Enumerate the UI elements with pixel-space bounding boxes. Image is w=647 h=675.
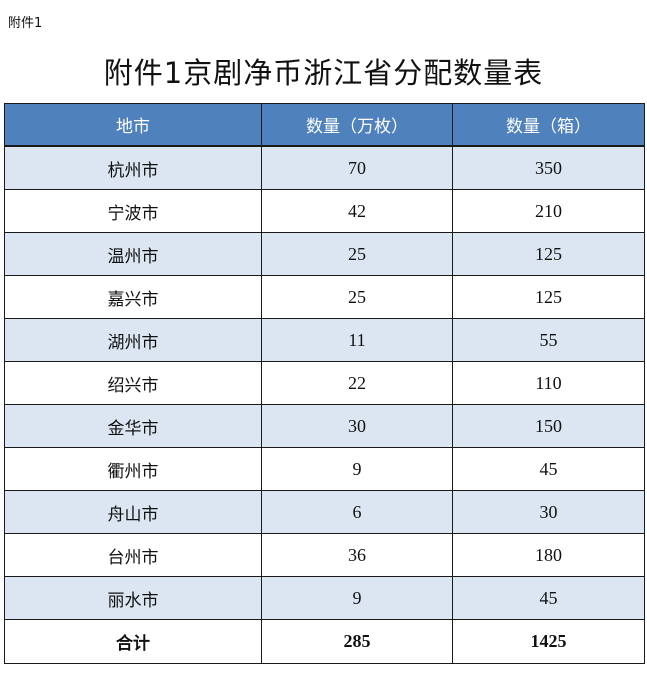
coins-cell: 11 bbox=[261, 318, 453, 362]
city-cell: 杭州市 bbox=[4, 145, 262, 190]
total-row: 合计 285 1425 bbox=[4, 619, 645, 664]
coins-cell: 70 bbox=[261, 145, 453, 190]
table-body: 杭州市 70 350 宁波市 42 210 温州市 25 125 嘉兴市 25 … bbox=[4, 145, 645, 620]
total-coins: 285 bbox=[261, 619, 453, 664]
table-row: 绍兴市 22 110 bbox=[4, 361, 645, 405]
coins-cell: 25 bbox=[261, 275, 453, 319]
table-header: 地市 数量（万枚） 数量（箱） bbox=[4, 103, 645, 147]
city-cell: 绍兴市 bbox=[4, 361, 262, 405]
boxes-cell: 210 bbox=[452, 189, 645, 233]
boxes-cell: 55 bbox=[452, 318, 645, 362]
table-footer: 合计 285 1425 bbox=[4, 619, 645, 664]
header-quantity-10k-coins: 数量（万枚） bbox=[261, 103, 453, 147]
coins-cell: 25 bbox=[261, 232, 453, 276]
table-row: 宁波市 42 210 bbox=[4, 189, 645, 233]
city-cell: 衢州市 bbox=[4, 447, 262, 491]
city-cell: 嘉兴市 bbox=[4, 275, 262, 319]
table-row: 杭州市 70 350 bbox=[4, 145, 645, 190]
table-row: 丽水市 9 45 bbox=[4, 576, 645, 620]
boxes-cell: 30 bbox=[452, 490, 645, 534]
city-cell: 温州市 bbox=[4, 232, 262, 276]
coins-cell: 9 bbox=[261, 447, 453, 491]
city-cell: 金华市 bbox=[4, 404, 262, 448]
boxes-cell: 150 bbox=[452, 404, 645, 448]
coins-cell: 36 bbox=[261, 533, 453, 577]
coins-cell: 6 bbox=[261, 490, 453, 534]
city-cell: 湖州市 bbox=[4, 318, 262, 362]
boxes-cell: 45 bbox=[452, 576, 645, 620]
attachment-label: 附件1 bbox=[8, 16, 43, 31]
city-cell: 台州市 bbox=[4, 533, 262, 577]
coins-cell: 30 bbox=[261, 404, 453, 448]
boxes-cell: 350 bbox=[452, 145, 645, 190]
total-label: 合计 bbox=[4, 619, 262, 664]
coins-cell: 9 bbox=[261, 576, 453, 620]
city-cell: 舟山市 bbox=[4, 490, 262, 534]
boxes-cell: 125 bbox=[452, 275, 645, 319]
header-row: 地市 数量（万枚） 数量（箱） bbox=[4, 103, 645, 147]
table-row: 嘉兴市 25 125 bbox=[4, 275, 645, 319]
document-title: 附件1京剧净币浙江省分配数量表 bbox=[103, 56, 544, 90]
table-row: 湖州市 11 55 bbox=[4, 318, 645, 362]
table-row: 金华市 30 150 bbox=[4, 404, 645, 448]
coins-cell: 42 bbox=[261, 189, 453, 233]
header-quantity-boxes: 数量（箱） bbox=[452, 103, 645, 147]
boxes-cell: 110 bbox=[452, 361, 645, 405]
city-cell: 宁波市 bbox=[4, 189, 262, 233]
boxes-cell: 45 bbox=[452, 447, 645, 491]
city-cell: 丽水市 bbox=[4, 576, 262, 620]
table-row: 衢州市 9 45 bbox=[4, 447, 645, 491]
allocation-table: 地市 数量（万枚） 数量（箱） 杭州市 70 350 宁波市 42 210 温州… bbox=[4, 103, 645, 664]
table-row: 温州市 25 125 bbox=[4, 232, 645, 276]
boxes-cell: 125 bbox=[452, 232, 645, 276]
table-row: 舟山市 6 30 bbox=[4, 490, 645, 534]
coins-cell: 22 bbox=[261, 361, 453, 405]
header-city: 地市 bbox=[4, 103, 262, 147]
table-row: 台州市 36 180 bbox=[4, 533, 645, 577]
total-boxes: 1425 bbox=[452, 619, 645, 664]
boxes-cell: 180 bbox=[452, 533, 645, 577]
